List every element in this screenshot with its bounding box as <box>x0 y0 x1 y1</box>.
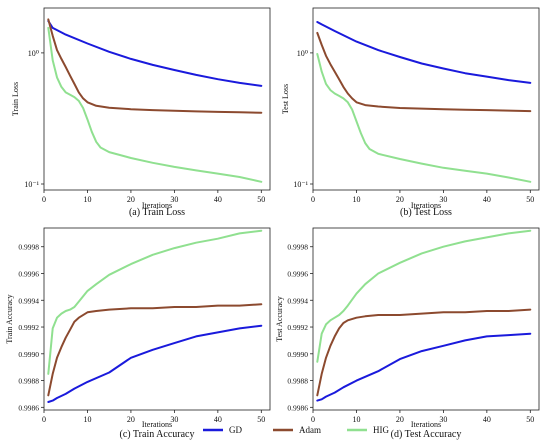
series-line-hig <box>47 229 263 375</box>
x-tick-label: 30 <box>439 415 447 424</box>
x-tick-label: 20 <box>396 195 404 204</box>
y-tick-label: 0.9986 <box>287 403 308 412</box>
x-axis-label: Iterations <box>411 420 441 429</box>
series-line-gd <box>316 332 532 402</box>
x-tick-label: 50 <box>257 195 265 204</box>
x-tick-label: 10 <box>352 415 360 424</box>
series-line-adam <box>316 31 532 113</box>
series-line-gd <box>316 21 532 84</box>
x-axis-label: Iterations <box>142 420 172 429</box>
y-tick-label: 0.9998 <box>287 243 308 252</box>
x-tick-label: 0 <box>42 195 46 204</box>
panel-caption: (c) Train Accuracy <box>120 429 195 440</box>
x-tick-label: 50 <box>526 195 534 204</box>
panel-caption: (d) Test Accuracy <box>391 429 462 440</box>
y-axis-label: Train Accuracy <box>5 294 14 343</box>
x-tick-label: 0 <box>311 195 315 204</box>
x-tick-label: 10 <box>352 195 360 204</box>
y-tick-label: 0.9994 <box>287 296 308 305</box>
series-line-hig <box>47 26 263 183</box>
y-tick-label: 0.9992 <box>287 323 308 332</box>
y-tick-label: 0.9988 <box>18 377 39 386</box>
legend-label-hig: HIG <box>373 425 389 435</box>
x-tick-label: 10 <box>83 415 91 424</box>
chart-panel-0: 0 10 20 30 40 50 10⁻¹ 10⁰ Iterations Train Loss (a… <box>11 7 271 218</box>
x-tick-label: 0 <box>311 415 315 424</box>
legend-label-gd: GD <box>229 425 242 435</box>
x-tick-label: 30 <box>170 195 178 204</box>
panel-caption: (a) Train Loss <box>129 207 185 218</box>
plot-frame <box>312 227 540 411</box>
plot-frame <box>312 7 540 191</box>
y-tick-label: 0.9992 <box>18 323 39 332</box>
series-line-gd <box>47 20 263 87</box>
x-tick-label: 50 <box>257 415 265 424</box>
x-tick-label: 20 <box>127 415 135 424</box>
y-tick-label: 10⁻¹ <box>24 180 39 189</box>
y-tick-label: 0.9996 <box>287 270 308 279</box>
x-tick-label: 20 <box>127 195 135 204</box>
plot-frame <box>43 227 271 411</box>
series-line-hig <box>316 229 532 363</box>
x-tick-label: 40 <box>483 415 491 424</box>
y-tick-label: 10⁰ <box>28 49 39 58</box>
y-axis-label: Train Loss <box>11 82 20 116</box>
panel-caption: (b) Test Loss <box>400 207 452 218</box>
x-axis-label: Iterations <box>142 201 172 210</box>
y-tick-label: 0.9988 <box>287 377 308 386</box>
x-tick-label: 0 <box>42 415 46 424</box>
y-tick-label: 0.9990 <box>18 350 39 359</box>
series-line-adam <box>316 308 532 397</box>
x-tick-label: 50 <box>526 415 534 424</box>
x-tick-label: 20 <box>396 415 404 424</box>
x-tick-label: 40 <box>214 415 222 424</box>
series-line-hig <box>316 53 532 183</box>
y-tick-label: 0.9994 <box>18 296 39 305</box>
x-tick-label: 10 <box>83 195 91 204</box>
chart-panel-3: 0 10 20 30 40 50 0.9986 0.9988 0.9990 0.9992 0.999… <box>275 227 540 440</box>
x-tick-label: 30 <box>439 195 447 204</box>
x-tick-label: 40 <box>214 195 222 204</box>
plot-frame <box>43 7 271 191</box>
y-axis-label: Test Loss <box>281 84 290 114</box>
x-tick-label: 30 <box>170 415 178 424</box>
y-tick-label: 0.9986 <box>18 403 39 412</box>
y-tick-label: 10⁰ <box>297 49 308 58</box>
legend-label-adam: Adam <box>299 425 321 435</box>
x-tick-label: 40 <box>483 195 491 204</box>
chart-panel-2: 0 10 20 30 40 50 0.9986 0.9988 0.9990 0.9992 0.999… <box>5 227 271 440</box>
y-tick-label: 10⁻¹ <box>293 180 308 189</box>
series-line-adam <box>47 18 263 114</box>
x-axis-label: Iterations <box>411 201 441 210</box>
y-tick-label: 0.9998 <box>18 243 39 252</box>
y-axis-label: Test Accuracy <box>275 296 284 341</box>
series-line-gd <box>47 324 263 403</box>
series-line-adam <box>47 303 263 397</box>
y-tick-label: 0.9990 <box>287 350 308 359</box>
y-tick-label: 0.9996 <box>18 270 39 279</box>
chart-panel-1: 0 10 20 30 40 50 10⁻¹ 10⁰ Iterations Test Loss (b)… <box>281 7 540 218</box>
legend: GD Adam HIG <box>203 425 389 435</box>
